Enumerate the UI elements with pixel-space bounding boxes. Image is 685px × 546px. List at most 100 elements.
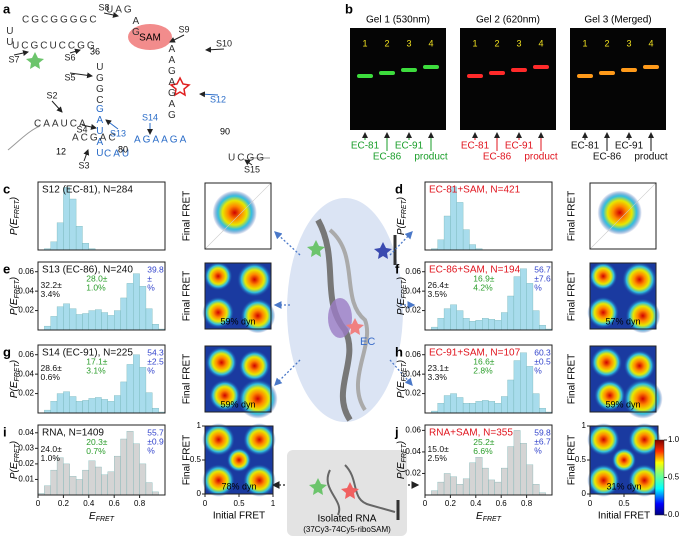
site-arrow	[205, 46, 225, 53]
hist-bar	[63, 303, 70, 331]
colorbar-tick-label: 0.0	[668, 510, 680, 519]
heatmap-frame	[204, 262, 272, 330]
gel	[570, 28, 666, 130]
hist-bar	[56, 457, 64, 496]
nucleotides: GAUAU	[94, 104, 105, 159]
position-number: 80	[118, 144, 128, 154]
hist-bar	[101, 312, 108, 331]
peak-annotation: %	[147, 282, 155, 292]
peak-annotation: 56.7	[534, 264, 551, 274]
heatmap-blob	[628, 464, 661, 497]
heatmap-y-tick-label: 0.5	[190, 455, 202, 464]
hist-bar	[82, 313, 89, 331]
hist-bar	[488, 479, 495, 496]
site-label: S6	[64, 52, 75, 62]
panel-label: c	[3, 181, 10, 196]
heatmap-blob	[203, 261, 233, 291]
hist-bar	[475, 320, 483, 331]
y-label-main: P(E	[396, 298, 407, 315]
nucleotides: AGAAGA	[134, 135, 188, 146]
heatmap-y-label: Final FRET	[182, 191, 193, 242]
hist-bar	[75, 401, 83, 414]
site-label: S7	[8, 54, 19, 64]
hist-bar	[481, 318, 489, 331]
hist-bar	[526, 283, 534, 331]
diagonal	[204, 182, 272, 250]
hist-bar	[56, 306, 64, 331]
hist-bar	[488, 319, 495, 331]
cy3-star	[307, 240, 325, 257]
y-label-end: )	[396, 197, 407, 201]
y-label-sub: FRET	[401, 362, 408, 381]
y-label-main: P(E	[396, 381, 407, 398]
heatmap-x-tick-label: 0.5	[618, 499, 630, 508]
hist-bar	[431, 490, 438, 496]
hist-bar	[462, 478, 470, 496]
heatmap-y-label: Final FRET	[182, 435, 193, 486]
hist-bar	[69, 396, 77, 414]
site-label: S4	[76, 124, 87, 134]
hist-bar	[469, 244, 476, 251]
hist-bar	[152, 324, 159, 331]
y-axis-label: P(EFRET)	[9, 441, 21, 479]
hist-bar	[526, 464, 534, 496]
peak-annotation: 3.4%	[41, 289, 61, 299]
peak-annotation: 23.1±	[428, 363, 450, 373]
hist-bar	[475, 401, 483, 414]
lane-number: 2	[604, 38, 609, 48]
y-tick-label: 0.04	[405, 369, 421, 378]
heatmap-blob	[226, 447, 252, 473]
lane-number: 4	[428, 38, 433, 48]
site-arrow	[103, 12, 119, 18]
hist-bar	[145, 482, 153, 496]
hist-bar	[145, 392, 153, 414]
x-tick-label: 0	[36, 499, 41, 508]
peak-annotation: 20.3±	[86, 437, 108, 447]
gel-band	[489, 71, 505, 75]
peak-annotation: ±7.6	[534, 273, 551, 283]
arrows	[271, 231, 420, 489]
heatmap-blob	[202, 464, 235, 497]
hist-bar	[526, 366, 534, 414]
y-label-end: )	[9, 197, 20, 201]
heatmap-y-tick-label: 1	[197, 421, 202, 430]
dyn-label: 59% dyn	[220, 316, 255, 326]
hist-bar	[82, 469, 89, 496]
heatmap-blob	[628, 423, 661, 456]
nucleotides: UAG	[106, 5, 134, 16]
hist-bar	[513, 360, 521, 414]
sam-label: SAM	[139, 33, 161, 44]
peak-annotation: 1.0%	[86, 282, 106, 292]
panel-label: b	[345, 1, 353, 16]
heatmap-blob	[593, 379, 626, 412]
y-tick-label: 0.06	[405, 350, 421, 359]
gel-band	[467, 74, 483, 78]
peak-annotation: 3.5%	[428, 289, 448, 299]
x-tick-label: 0.8	[521, 499, 533, 508]
peak-annotation: 28.0±	[86, 273, 108, 283]
x-tick-label: 0.6	[109, 499, 121, 508]
hist-bar	[437, 403, 445, 414]
lane-number: 1	[472, 38, 477, 48]
gel-band	[643, 65, 659, 69]
peak-annotation: 0.6%	[41, 372, 61, 382]
hist-bar	[145, 308, 153, 331]
site-arrow	[169, 34, 185, 43]
plot-frame	[424, 344, 553, 414]
site-arrow	[51, 100, 63, 113]
nucleotides: UGGC	[94, 62, 105, 106]
hist-bar	[50, 469, 58, 496]
hist-bar	[513, 430, 521, 496]
product-label: EC-91	[615, 141, 644, 152]
nucleotides: UCGG	[228, 153, 266, 164]
y-tick-label: 0.02	[18, 459, 34, 468]
plot-frame	[37, 181, 166, 251]
hist-bar	[126, 364, 134, 414]
y-tick-label: 0.04	[405, 286, 421, 295]
site-arrow	[83, 149, 90, 162]
y-label-end: )	[396, 441, 407, 445]
heatmap-x-label: Initial FRET	[213, 511, 265, 522]
hist-bar	[488, 401, 495, 414]
y-label-end: )	[9, 277, 20, 281]
